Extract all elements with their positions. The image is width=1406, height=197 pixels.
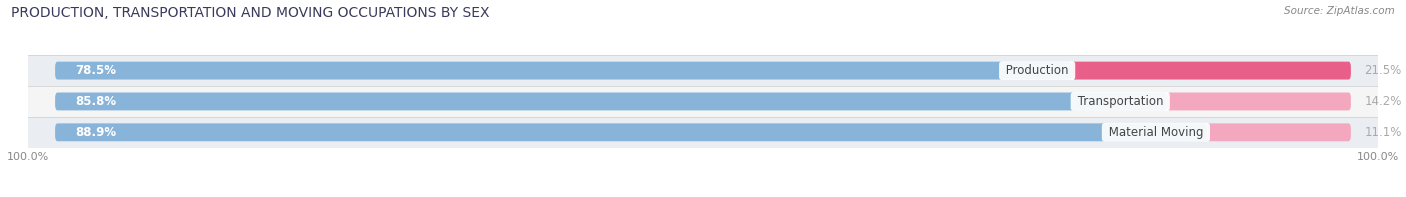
Text: Source: ZipAtlas.com: Source: ZipAtlas.com: [1284, 6, 1395, 16]
FancyBboxPatch shape: [1073, 62, 1351, 80]
Text: 78.5%: 78.5%: [76, 64, 117, 77]
FancyBboxPatch shape: [1167, 93, 1351, 110]
Text: PRODUCTION, TRANSPORTATION AND MOVING OCCUPATIONS BY SEX: PRODUCTION, TRANSPORTATION AND MOVING OC…: [11, 6, 489, 20]
Bar: [28, 86, 1378, 117]
FancyBboxPatch shape: [55, 62, 1073, 80]
Text: Transportation: Transportation: [1074, 95, 1167, 108]
Bar: [28, 55, 1378, 86]
Text: 21.5%: 21.5%: [1364, 64, 1402, 77]
Text: Production: Production: [1002, 64, 1073, 77]
FancyBboxPatch shape: [1208, 123, 1351, 141]
Text: 14.2%: 14.2%: [1364, 95, 1402, 108]
Text: 88.9%: 88.9%: [76, 126, 117, 139]
Text: 11.1%: 11.1%: [1364, 126, 1402, 139]
Text: 85.8%: 85.8%: [76, 95, 117, 108]
Bar: [28, 117, 1378, 148]
FancyBboxPatch shape: [55, 93, 1167, 110]
Text: Material Moving: Material Moving: [1105, 126, 1208, 139]
FancyBboxPatch shape: [55, 123, 1208, 141]
